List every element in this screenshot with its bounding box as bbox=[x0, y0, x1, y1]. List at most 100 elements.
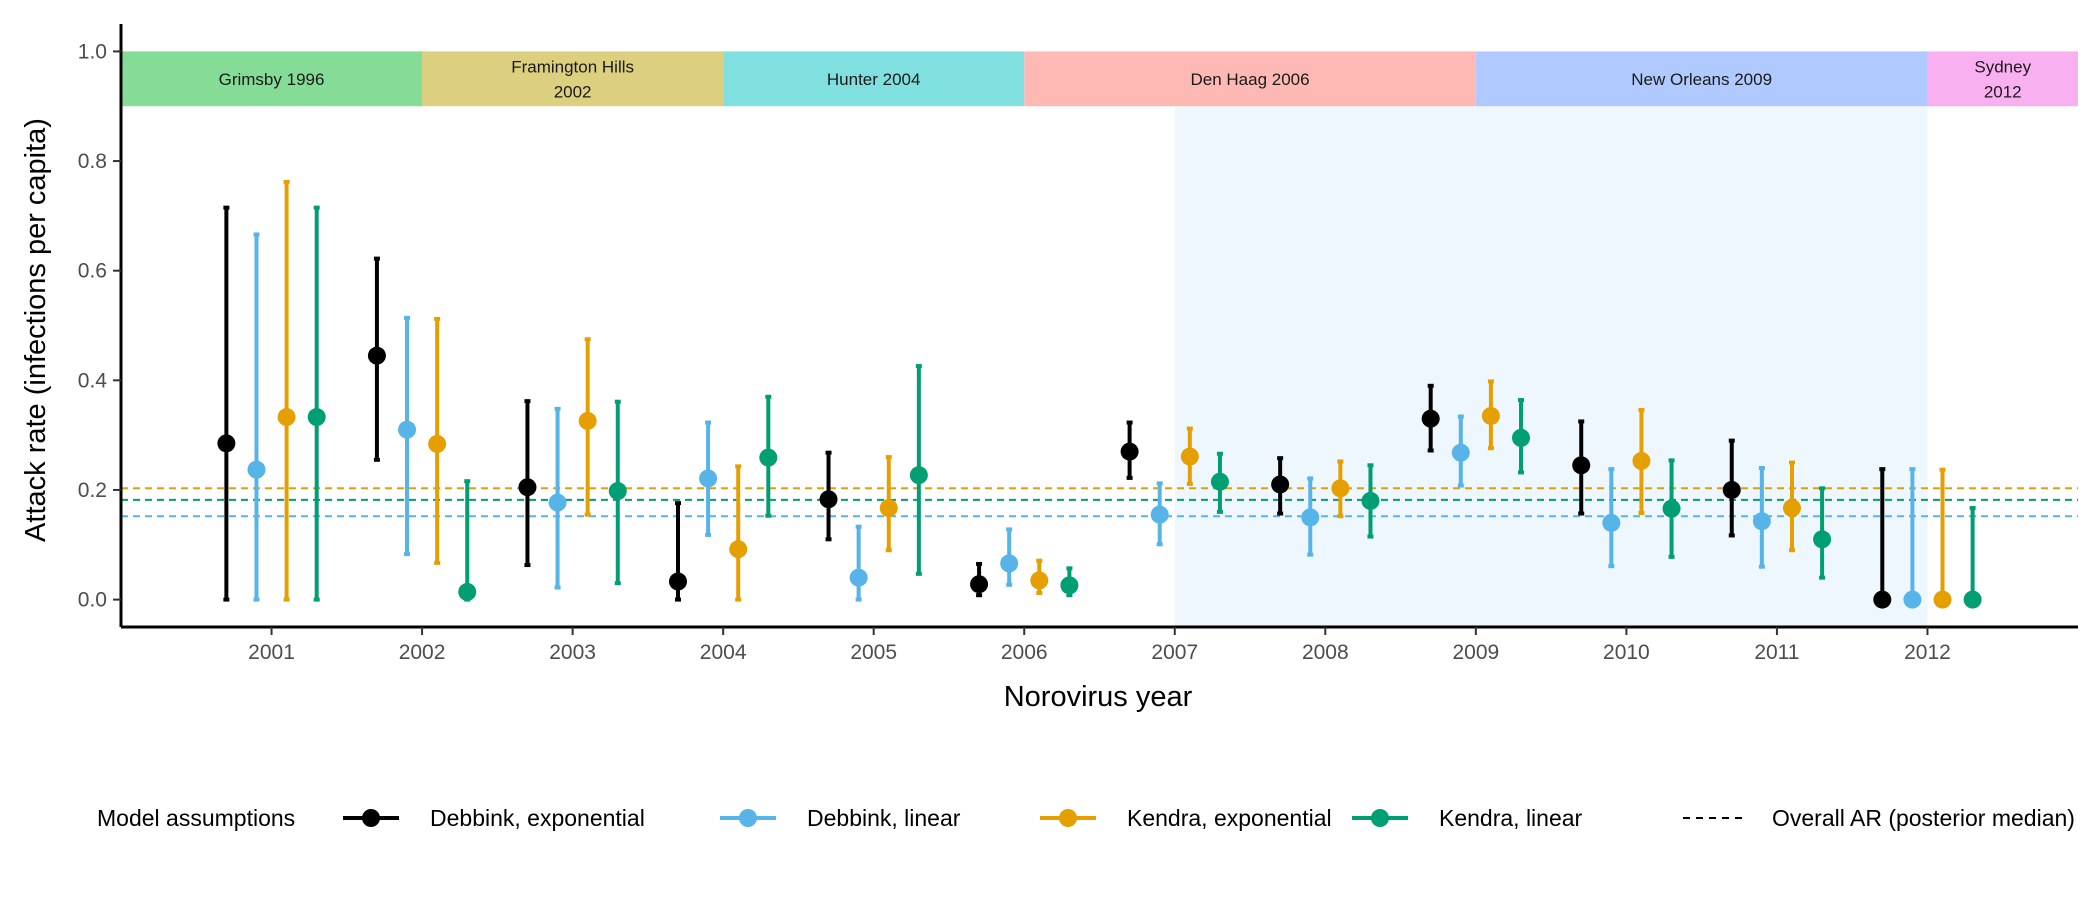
y-tick-label: 0.8 bbox=[78, 150, 107, 173]
strain-band bbox=[723, 51, 1025, 107]
background-layer bbox=[1174, 106, 1928, 627]
legend: Model assumptions Debbink, exponential Deb… bbox=[97, 805, 2075, 831]
x-tick-label: 2006 bbox=[1001, 641, 1048, 664]
data-point bbox=[1120, 442, 1139, 461]
data-point bbox=[217, 434, 236, 453]
x-tick-label: 2002 bbox=[399, 641, 446, 664]
data-point bbox=[1722, 480, 1741, 499]
x-axis-title: Norovirus year bbox=[1004, 681, 1193, 713]
data-point bbox=[699, 469, 718, 488]
y-tick-label: 0.2 bbox=[78, 479, 107, 502]
strain-label: Framington Hills bbox=[511, 57, 634, 76]
strain-band bbox=[121, 51, 423, 107]
data-point bbox=[970, 575, 989, 594]
strain-label: New Orleans 2009 bbox=[1631, 70, 1772, 89]
y-tick-label: 1.0 bbox=[78, 40, 107, 63]
data-point bbox=[1782, 499, 1801, 518]
legend-dashed-label: Overall AR (posterior median) bbox=[1772, 805, 2075, 831]
strain-band bbox=[422, 51, 724, 107]
x-tick-label: 2009 bbox=[1452, 641, 1499, 664]
data-point bbox=[909, 466, 928, 485]
x-tick-label: 2001 bbox=[248, 641, 295, 664]
data-point bbox=[668, 572, 687, 591]
series bbox=[217, 205, 1892, 609]
data-point bbox=[1060, 576, 1079, 595]
x-tick-label: 2011 bbox=[1754, 641, 1799, 664]
data-point bbox=[1210, 472, 1229, 491]
strain-label: Sydney bbox=[1974, 57, 2031, 76]
data-point bbox=[759, 448, 778, 467]
data-point bbox=[548, 493, 567, 512]
x-tick-label: 2010 bbox=[1603, 641, 1650, 664]
y-tick-label: 0.4 bbox=[78, 369, 108, 392]
highlight-region bbox=[1174, 106, 1928, 627]
data-point bbox=[1331, 479, 1350, 498]
data-point bbox=[1602, 513, 1621, 532]
legend-label: Debbink, linear bbox=[807, 805, 961, 831]
legend-key-point bbox=[1371, 809, 1389, 827]
series bbox=[277, 179, 1952, 609]
strain-band bbox=[1927, 51, 2078, 107]
x-tick-label: 2004 bbox=[700, 641, 747, 664]
data-point bbox=[849, 568, 868, 587]
legend-label: Kendra, exponential bbox=[1127, 805, 1332, 831]
x-tick-label: 2008 bbox=[1302, 641, 1349, 664]
data-point bbox=[398, 420, 417, 439]
data-point bbox=[1752, 512, 1771, 531]
data-point bbox=[1813, 530, 1832, 549]
x-tick-label: 2005 bbox=[850, 641, 897, 664]
data-point bbox=[247, 460, 266, 479]
data-point bbox=[879, 499, 898, 518]
strain-band bbox=[1024, 51, 1476, 107]
axes: 0.0 0.2 0.4 0.6 0.8 1.0 2001 2002 2003 2004 2005 20… bbox=[78, 24, 2078, 664]
data-point bbox=[458, 582, 477, 601]
strain-label: 2002 bbox=[554, 82, 592, 101]
data-point bbox=[307, 408, 326, 427]
data-point bbox=[277, 408, 296, 427]
y-tick-label: 0.6 bbox=[78, 260, 107, 283]
legend-label: Kendra, linear bbox=[1439, 805, 1583, 831]
series bbox=[307, 205, 1982, 609]
data-point bbox=[819, 490, 838, 509]
legend-key-point bbox=[362, 809, 380, 827]
data-point bbox=[1000, 554, 1019, 573]
y-axis-title: Attack rate (infections per capita) bbox=[20, 118, 52, 542]
strain-band bbox=[1475, 51, 1928, 107]
data-point bbox=[1963, 590, 1982, 609]
data-point bbox=[1301, 508, 1320, 527]
legend-title: Model assumptions bbox=[97, 805, 295, 831]
data-point bbox=[729, 540, 748, 559]
strain-label: Den Haag 2006 bbox=[1190, 70, 1309, 89]
data-point bbox=[1030, 571, 1049, 590]
strain-label: Grimsby 1996 bbox=[219, 70, 325, 89]
data-point bbox=[518, 478, 537, 497]
data-point bbox=[1662, 499, 1681, 518]
data-point bbox=[1481, 406, 1500, 425]
data-point bbox=[1933, 590, 1952, 609]
x-tick-label: 2007 bbox=[1151, 641, 1198, 664]
data-point bbox=[1271, 475, 1290, 494]
data-point bbox=[608, 482, 627, 501]
data-point bbox=[1572, 456, 1591, 475]
strain-period-bands: Grimsby 1996 Framington Hills 2002 Hunter 2… bbox=[121, 51, 2078, 107]
data-point bbox=[428, 434, 447, 453]
data-point bbox=[1632, 451, 1651, 470]
y-tick-label: 0.0 bbox=[78, 589, 107, 612]
data-point bbox=[1361, 491, 1380, 510]
data-point bbox=[1180, 447, 1199, 466]
data-point bbox=[367, 346, 386, 365]
data-point bbox=[1150, 505, 1169, 524]
data-point bbox=[1451, 443, 1470, 462]
legend-key-point bbox=[1059, 809, 1077, 827]
x-tick-label: 2003 bbox=[549, 641, 596, 664]
series bbox=[247, 232, 1922, 609]
data-point bbox=[578, 411, 597, 430]
legend-label: Debbink, exponential bbox=[430, 805, 645, 831]
data-point bbox=[1512, 428, 1531, 447]
x-tick-label: 2012 bbox=[1904, 641, 1951, 664]
overall-ar-reference-lines bbox=[121, 487, 2078, 518]
data-point bbox=[1903, 590, 1922, 609]
strain-label: 2012 bbox=[1984, 82, 2022, 101]
legend-key-point bbox=[739, 809, 757, 827]
